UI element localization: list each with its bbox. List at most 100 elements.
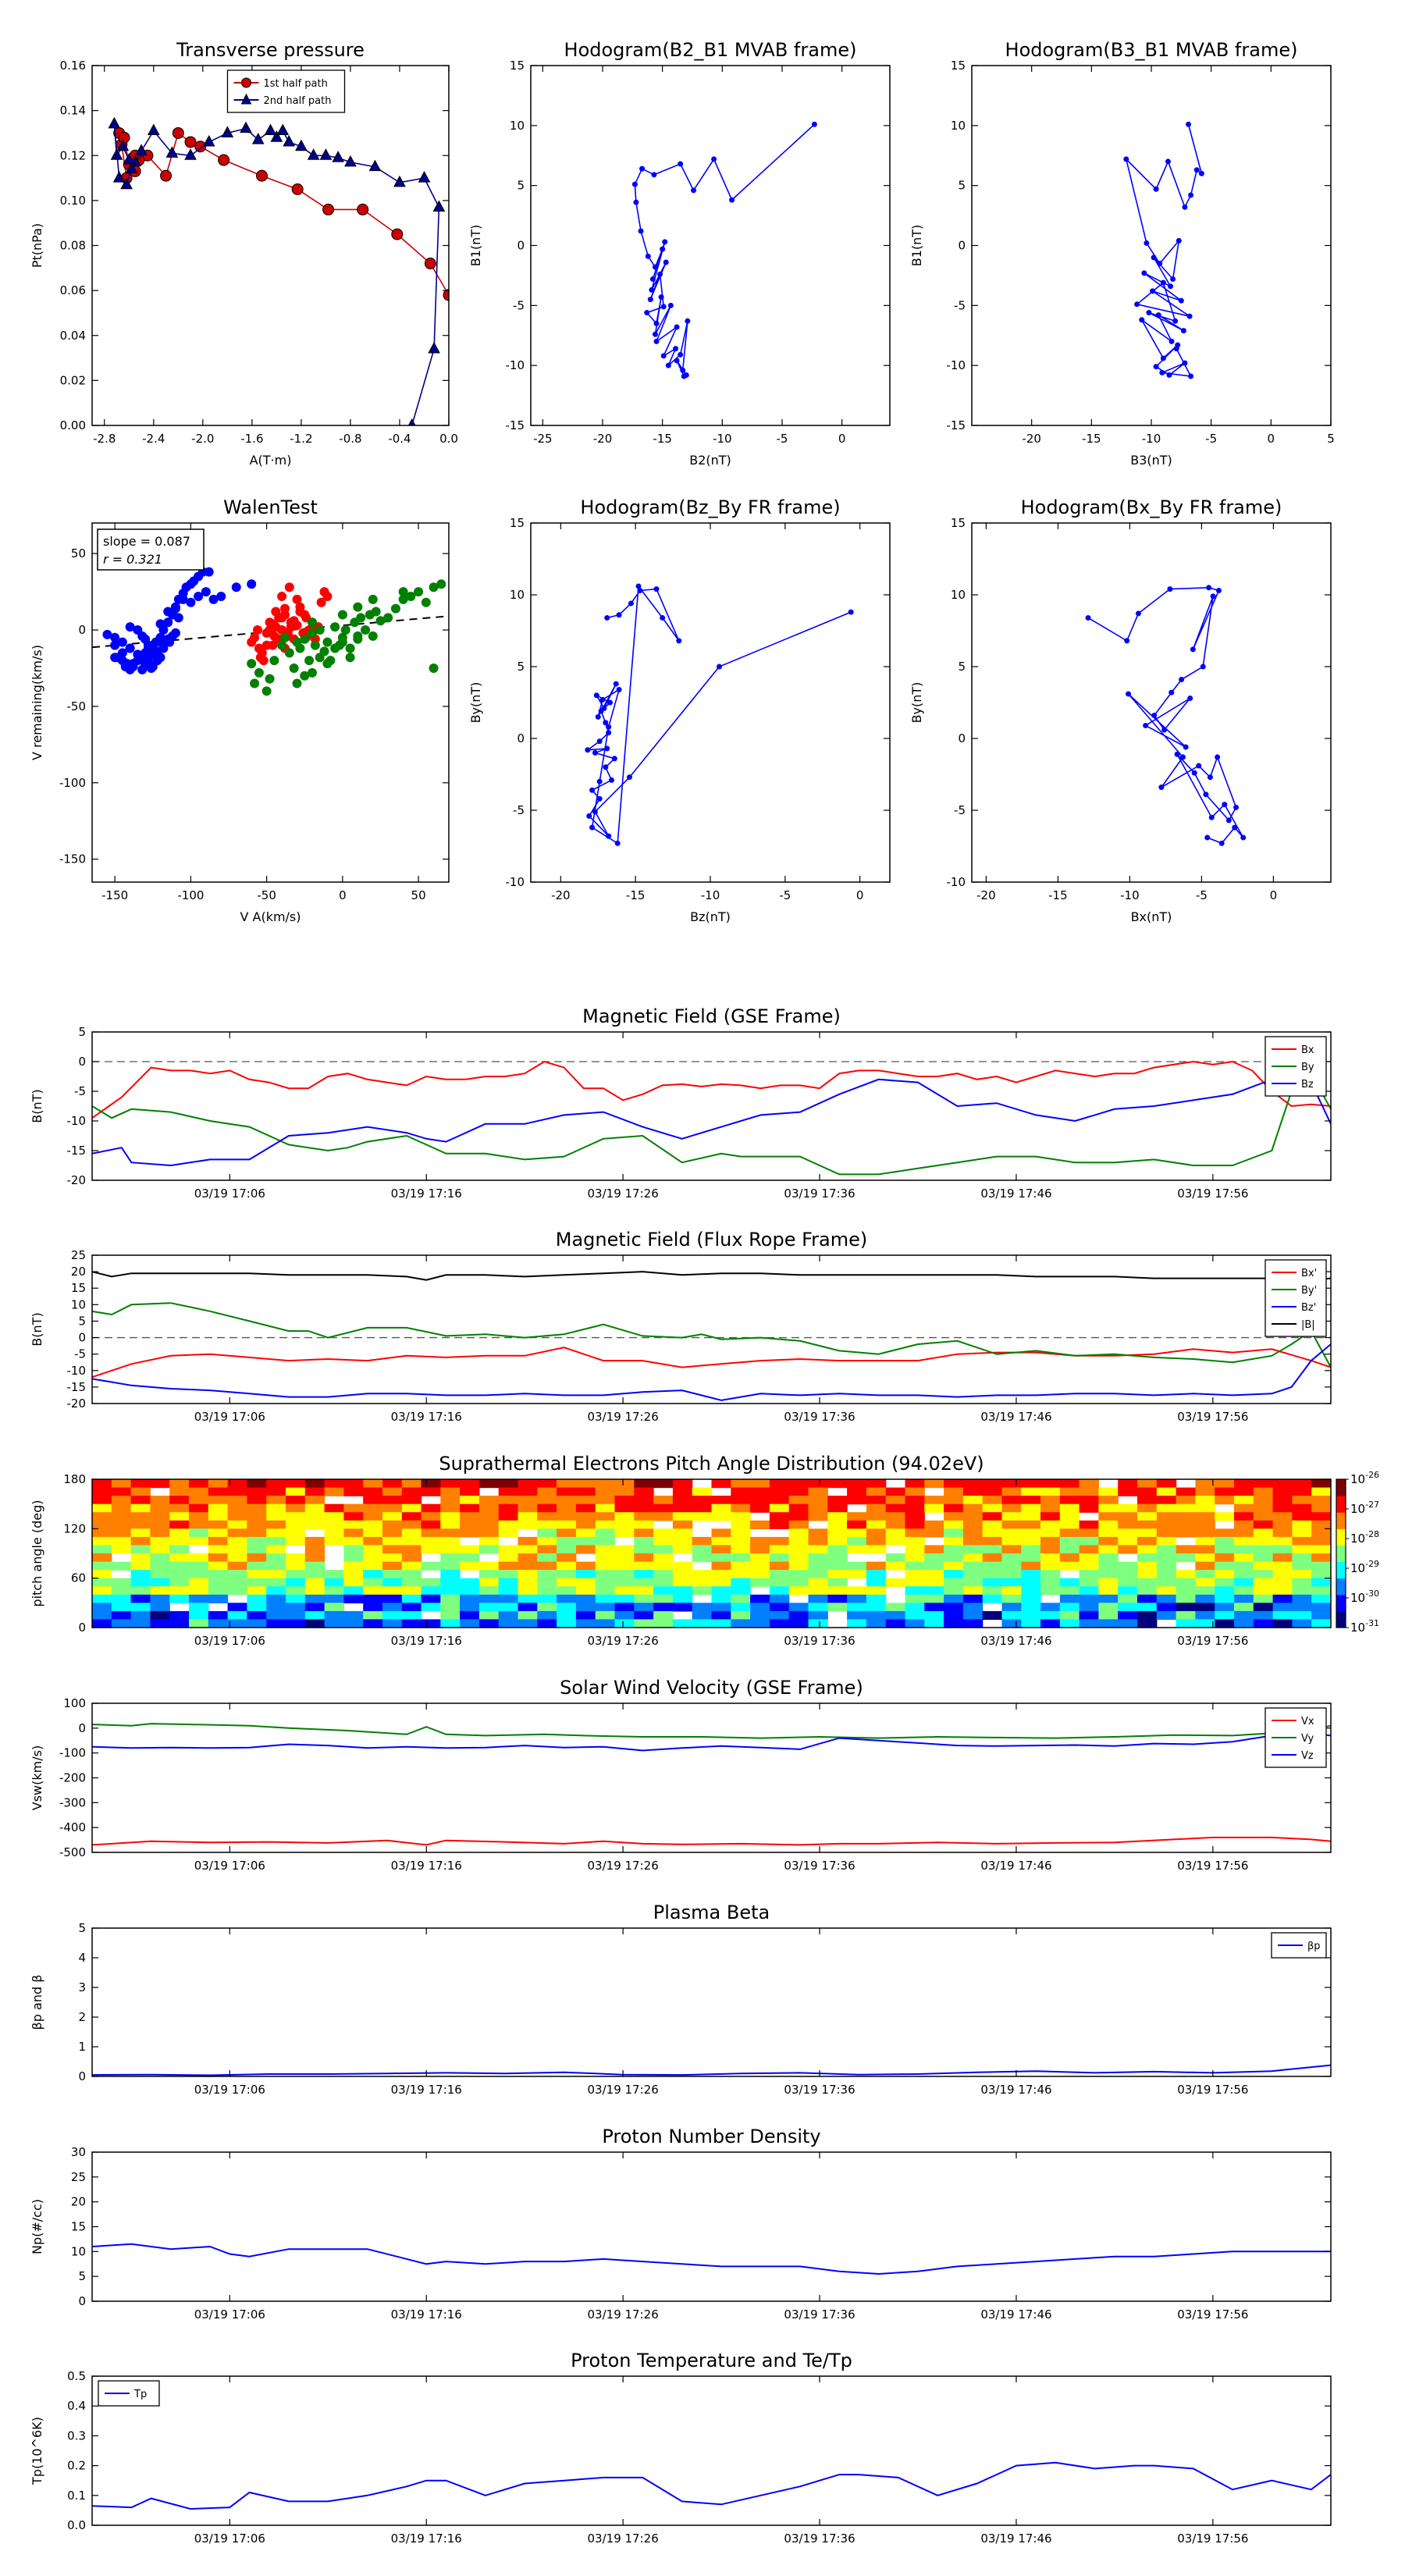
beta-xtick-label: 03/19 17:06 [194, 2083, 265, 2097]
pad-cell [247, 1553, 267, 1563]
pt-ylabel: Pt(nPa) [30, 223, 44, 268]
pad-cell [189, 1570, 209, 1579]
pad-cell [460, 1528, 480, 1538]
pt-series-2ndhalfpath-point [120, 177, 133, 190]
pad-cell [92, 1610, 112, 1621]
h4-xtick-label: -15 [1048, 888, 1068, 902]
h2-frame [971, 65, 1332, 426]
pad-cell [304, 1553, 325, 1563]
h4-ytick-label: 0 [958, 731, 966, 745]
pad-cell [111, 1512, 132, 1521]
pad-cell [169, 1520, 190, 1529]
pad-cell [885, 1487, 906, 1496]
beta-ytick-label: 2 [78, 2010, 86, 2024]
h1-ytick-label: -15 [506, 418, 525, 432]
pad-cell [92, 1594, 112, 1603]
mag_fr-ytick-label: 10 [71, 1297, 86, 1311]
pad-cell [1098, 1503, 1119, 1513]
pad-cell [827, 1528, 848, 1538]
pad-cell [363, 1545, 383, 1554]
pad-cell [498, 1619, 519, 1628]
pad-cell [847, 1520, 867, 1529]
h3-series-0-point [604, 745, 610, 752]
pad-cell [150, 1479, 170, 1489]
pad-cell [266, 1561, 286, 1571]
panel-h4: Hodogram(Bx_By FR frame)-20 -15 -10 -5 0-10-… [909, 496, 1332, 924]
pad-cell [692, 1536, 713, 1546]
pad-colorbar-segment [1336, 1512, 1346, 1529]
pt-series-1sthalfpath-point [118, 131, 130, 144]
pad-cell [130, 1619, 151, 1628]
pt-xtick-label: -2.0 [191, 432, 214, 446]
pad-cell [982, 1586, 1003, 1596]
h3-xtick-label: 0 [856, 888, 864, 902]
h3-ytick-label: -10 [506, 875, 525, 889]
pad-cell [1195, 1570, 1215, 1579]
mag_gse-xtick-label: 03/19 17:56 [1177, 1187, 1248, 1201]
walen-series-0-point [178, 594, 188, 604]
pad-cell [808, 1503, 828, 1513]
h3-ytick-label: -5 [513, 803, 525, 817]
pad-cell [847, 1479, 867, 1489]
h3-series-0-point [606, 833, 612, 839]
mag_fr-series-Bz [92, 1343, 1331, 1401]
pad-cell [247, 1487, 267, 1496]
h2-plot-area [1123, 121, 1204, 379]
walen-series-1-point [271, 607, 281, 617]
pad-cell [847, 1496, 867, 1505]
pad-cell [750, 1619, 770, 1628]
pad-cell [1272, 1496, 1293, 1505]
pad-cell [1195, 1594, 1215, 1603]
pad-cell [944, 1520, 964, 1529]
pad-cell [537, 1512, 557, 1521]
walen-xtick-label: -100 [177, 888, 204, 902]
pt-series-2ndhalfpath-point [135, 144, 148, 155]
pad-cell [557, 1570, 577, 1579]
h4-series-0-point [1135, 610, 1141, 617]
pad-cell [304, 1536, 325, 1546]
pad-cell [478, 1479, 500, 1489]
pad-cell [1253, 1479, 1274, 1489]
pad-cell [208, 1553, 229, 1563]
pad-cell [1156, 1586, 1177, 1596]
pt-series-2ndhalfpath-point [407, 418, 416, 425]
walen-series-2-point [340, 625, 350, 635]
mag_gse-ytick-label: -5 [74, 1084, 86, 1098]
pt-series-2ndhalfpath-point [307, 148, 320, 160]
pad-cell [1098, 1570, 1119, 1579]
np-plot-area [92, 2243, 1331, 2275]
pad-cell [614, 1594, 635, 1603]
mag_gse-legend-label: Bx [1301, 1044, 1314, 1056]
pad-cell [1001, 1503, 1022, 1513]
np-ytick-label: 30 [71, 2145, 86, 2159]
pad-cell [421, 1520, 441, 1529]
pad-cell [518, 1487, 538, 1496]
pad-cell [944, 1603, 964, 1612]
h1-series-0-point [711, 156, 717, 162]
h4-xtick-label: 0 [1270, 888, 1278, 902]
pad-cell [1079, 1561, 1099, 1571]
h3-series-0-point [848, 609, 854, 615]
h1-series-0-point [649, 276, 656, 283]
pad-cell [382, 1536, 403, 1546]
pad-cell [1253, 1610, 1274, 1621]
pad-cell [788, 1520, 809, 1529]
pad-cell [557, 1545, 577, 1554]
pad-cell [672, 1586, 693, 1596]
pad-cell [208, 1496, 229, 1505]
pad-cell [440, 1553, 461, 1563]
pad-cell [401, 1479, 422, 1489]
pad-cell [1253, 1594, 1274, 1603]
pad-xtick-label: 03/19 17:06 [194, 1634, 265, 1648]
h1-ylabel: B1(nT) [468, 225, 483, 267]
h2-series-0-point [1159, 369, 1165, 375]
walen-series-1-point [277, 613, 287, 623]
tp-frame [91, 2375, 1332, 2526]
pad-cell [1195, 1479, 1215, 1489]
pad-cell [962, 1479, 984, 1489]
mag_gse-xtick-label: 03/19 17:36 [784, 1187, 855, 1201]
mag_fr-series-By [92, 1302, 1331, 1368]
pad-cell [982, 1496, 1003, 1505]
pad-cell [401, 1520, 422, 1529]
pad-cell [1098, 1487, 1119, 1496]
